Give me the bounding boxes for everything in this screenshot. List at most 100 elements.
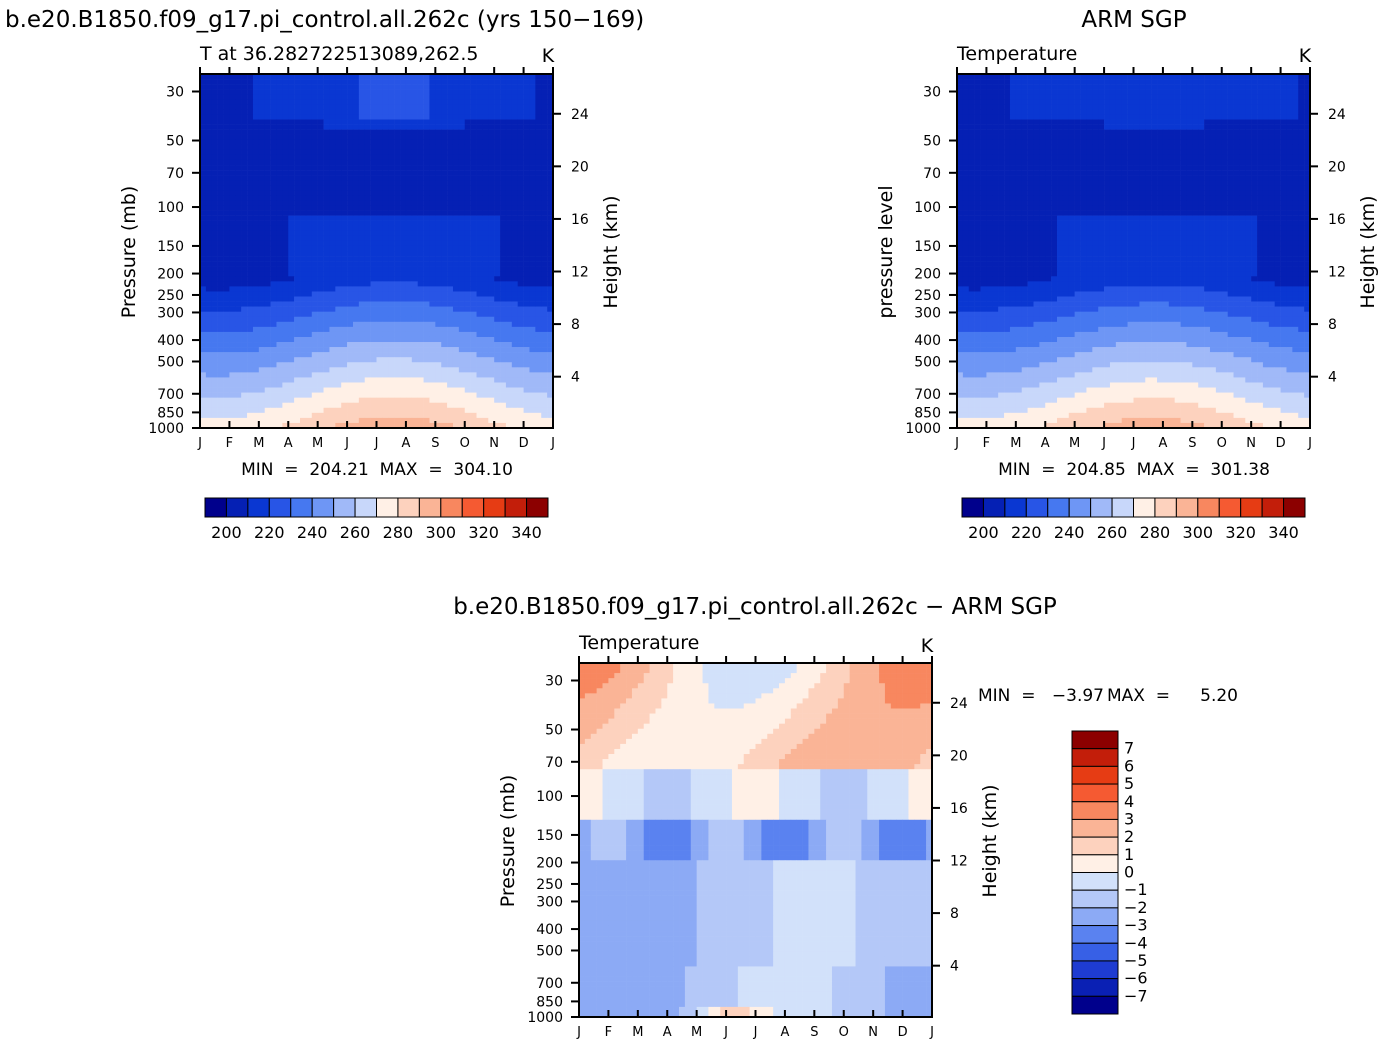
field-cell <box>323 114 330 120</box>
field-cell <box>382 321 389 328</box>
field-cell <box>323 84 330 90</box>
field-cell <box>400 372 407 378</box>
field-cell <box>447 175 454 181</box>
field-cell <box>276 175 283 181</box>
field-cell <box>447 200 454 206</box>
field-cell <box>305 245 313 252</box>
field-cell <box>529 235 536 242</box>
field-cell <box>417 185 424 191</box>
field-cell <box>452 407 460 414</box>
field-cell <box>235 79 242 85</box>
field-cell <box>270 129 277 135</box>
field-cell <box>211 104 218 110</box>
field-cell <box>1245 109 1252 115</box>
field-cell <box>411 89 418 95</box>
field-cell <box>394 210 401 216</box>
field-cell <box>200 235 207 242</box>
field-cell <box>264 331 271 338</box>
field-cell <box>464 372 471 378</box>
field-cell <box>429 124 436 130</box>
field-cell <box>388 210 395 216</box>
field-cell <box>300 149 307 156</box>
field-cell <box>358 402 366 409</box>
field-cell <box>500 200 507 206</box>
field-cell <box>405 336 413 343</box>
field-cell <box>435 397 442 404</box>
field-cell <box>211 220 218 227</box>
field-cell <box>317 240 324 247</box>
field-cell <box>423 104 430 110</box>
field-cell <box>1186 99 1193 105</box>
field-cell <box>229 170 236 176</box>
field-cell <box>429 407 436 414</box>
field-cell <box>217 392 224 398</box>
field-cell <box>229 74 236 80</box>
field-cell <box>417 159 424 166</box>
field-cell <box>223 185 230 191</box>
field-cell <box>364 240 371 247</box>
field-cell <box>358 412 366 419</box>
field-cell <box>294 251 301 257</box>
field-cell <box>429 139 436 146</box>
field-cell <box>394 154 401 161</box>
field-cell <box>205 362 213 368</box>
field-cell <box>517 397 524 404</box>
field-cell <box>217 205 224 211</box>
field-cell <box>258 256 266 262</box>
field-cell <box>317 331 324 338</box>
field-cell <box>223 352 230 358</box>
field-cell <box>1257 119 1264 125</box>
colorbar-label: 260 <box>340 523 371 542</box>
field-cell <box>1109 114 1117 120</box>
field-cell <box>317 210 324 216</box>
field-cell <box>217 159 224 166</box>
field-cell <box>452 296 460 302</box>
field-cell <box>441 109 448 115</box>
field-cell <box>341 119 348 125</box>
field-cell <box>282 109 289 115</box>
field-cell <box>247 281 254 287</box>
field-cell <box>370 175 377 181</box>
field-cell <box>211 225 218 232</box>
field-cell <box>441 331 448 338</box>
field-cell <box>400 235 407 242</box>
field-cell <box>500 99 507 105</box>
field-cell <box>500 352 507 358</box>
field-cell <box>464 129 471 135</box>
field-cell <box>488 185 495 191</box>
field-cell <box>311 225 318 232</box>
field-cell <box>300 220 307 227</box>
field-cell <box>464 301 471 307</box>
field-cell <box>500 139 507 146</box>
field-cell <box>494 382 501 388</box>
field-cell <box>1133 79 1140 85</box>
field-cell <box>388 336 395 343</box>
field-cell <box>382 94 389 100</box>
field-cell <box>400 205 407 211</box>
field-cell <box>364 180 371 186</box>
field-cell <box>341 134 348 141</box>
field-cell <box>205 261 213 267</box>
field-cell <box>241 417 248 424</box>
field-cell <box>317 200 324 206</box>
field-cell <box>229 185 236 191</box>
field-cell <box>276 382 283 388</box>
field-cell <box>229 311 236 318</box>
field-cell <box>1139 84 1146 90</box>
field-cell <box>523 240 530 247</box>
field-cell <box>541 149 548 156</box>
field-cell <box>547 149 554 156</box>
field-cell <box>998 124 1005 130</box>
field-cell <box>1257 89 1264 95</box>
field-cell <box>323 347 330 353</box>
field-cell <box>388 190 395 196</box>
field-cell <box>447 422 454 429</box>
panel2-contour-field <box>957 74 1311 429</box>
field-cell <box>347 372 354 378</box>
field-cell <box>323 149 330 156</box>
field-cell <box>547 220 554 227</box>
field-cell <box>547 362 554 368</box>
field-cell <box>529 276 536 282</box>
field-cell <box>317 205 324 211</box>
field-cell <box>311 149 318 156</box>
